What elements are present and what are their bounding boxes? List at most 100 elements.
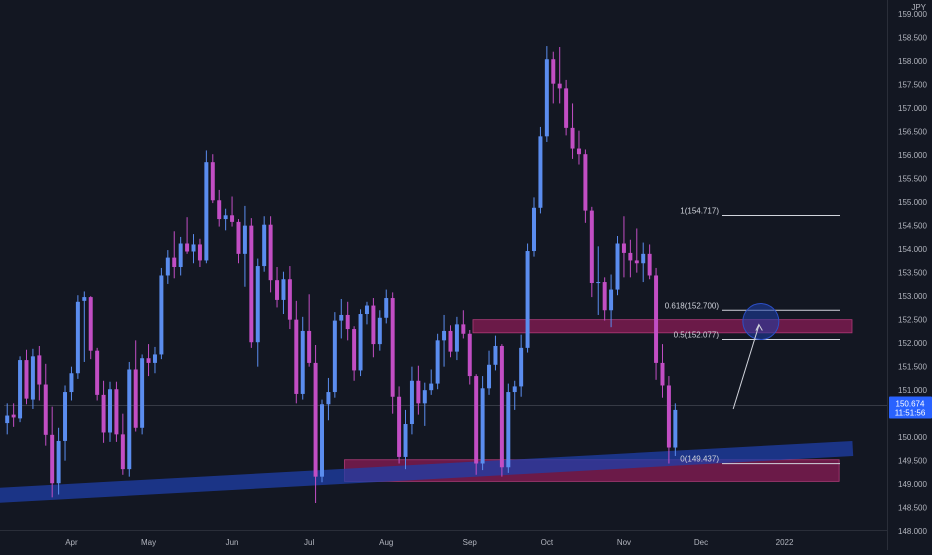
price-tick-label: 153.000 — [898, 292, 927, 301]
candle-body — [11, 414, 16, 418]
candle-body — [204, 162, 209, 261]
candle-body — [538, 136, 543, 208]
candle-body — [654, 275, 659, 363]
candle-body — [390, 298, 395, 397]
candle-body — [628, 252, 633, 261]
candle-body — [281, 279, 286, 300]
price-tick-label: 153.500 — [898, 269, 927, 278]
candle-body — [140, 358, 145, 428]
price-tick-label: 156.000 — [898, 151, 927, 160]
candle-body — [178, 243, 183, 268]
candle-body — [56, 440, 61, 484]
candle-body — [576, 148, 581, 155]
candle-body — [474, 376, 479, 464]
projection-layer[interactable] — [732, 303, 780, 410]
candle-body — [532, 207, 536, 252]
candle-body — [287, 279, 292, 320]
candle-body — [75, 301, 80, 374]
candle-body — [101, 394, 106, 433]
candle-body — [255, 266, 260, 343]
candle-body — [127, 369, 132, 470]
candle-body — [589, 210, 594, 283]
candle-body — [63, 392, 68, 441]
candle-body — [30, 356, 35, 400]
candle-body — [69, 373, 74, 393]
price-tick-label: 157.000 — [898, 104, 927, 113]
price-tick-label: 152.500 — [898, 316, 927, 325]
candle-body — [217, 200, 222, 220]
fib-level-label: 0(149.437) — [680, 455, 719, 464]
last-price-value: 150.674 — [896, 399, 925, 408]
price-tick-label: 158.000 — [898, 57, 927, 66]
price-tick-label: 159.000 — [898, 10, 927, 19]
price-tick-label: 155.500 — [898, 175, 927, 184]
time-axis[interactable]: Apr May Jun Jul Aug Sep Oct Nov Dec 2022 — [65, 538, 794, 547]
candle-body — [242, 225, 247, 254]
candle-body — [461, 324, 466, 334]
time-tick-label: Oct — [541, 538, 554, 547]
candle-body — [5, 415, 10, 424]
candle-body — [621, 243, 626, 253]
candle-body — [18, 360, 23, 419]
candle-body — [429, 383, 434, 391]
candle-body — [403, 424, 408, 457]
candle-body — [210, 162, 215, 201]
candle-body — [442, 330, 447, 341]
candle-body — [50, 434, 55, 484]
candle-body — [666, 385, 671, 448]
price-tick-label: 150.000 — [898, 433, 927, 442]
candle-body — [519, 347, 524, 387]
candle-body — [326, 392, 331, 405]
candle-body — [114, 389, 119, 435]
time-tick-label: Apr — [65, 538, 78, 547]
last-price-badge — [889, 396, 932, 419]
candle-body — [422, 390, 427, 404]
candle-body — [583, 154, 588, 211]
candle-body — [557, 83, 562, 89]
candle-body — [525, 251, 530, 348]
candle-body — [435, 340, 440, 384]
time-tick-label: May — [141, 538, 156, 547]
price-tick-label: 156.500 — [898, 128, 927, 137]
candle-body — [377, 317, 382, 345]
price-tick-label: 151.500 — [898, 363, 927, 372]
projection-arrow[interactable] — [732, 325, 760, 410]
price-axis[interactable]: 148.000148.500149.000149.500150.000150.5… — [898, 10, 927, 536]
candle-body — [275, 280, 280, 300]
candle-body — [596, 282, 601, 284]
candle-body — [364, 305, 369, 315]
candle-body — [397, 396, 402, 457]
price-tick-label: 152.000 — [898, 339, 927, 348]
candle-body — [551, 59, 556, 84]
candle-body — [506, 392, 511, 468]
candle-body — [602, 282, 607, 311]
candle-body — [647, 253, 652, 276]
candle-body — [172, 257, 177, 268]
time-tick-label: Aug — [379, 538, 393, 547]
price-tick-label: 148.500 — [898, 504, 927, 513]
candle-body — [24, 360, 29, 399]
candle-body — [223, 215, 228, 220]
candle-body — [634, 260, 639, 264]
fibonacci-layer[interactable]: 1(154.717) 0.618(152.700) 0.5(152.077) 0(14… — [665, 206, 840, 465]
candle-body — [454, 324, 459, 352]
candle-body — [152, 354, 157, 363]
price-tick-label: 148.000 — [898, 527, 927, 536]
candle-body — [480, 388, 485, 464]
time-tick-label: Jun — [226, 538, 239, 547]
candle-body — [448, 330, 453, 352]
candle-body — [493, 345, 498, 365]
candle-body — [345, 314, 350, 330]
candle-body — [570, 127, 575, 149]
candle-body — [294, 319, 299, 394]
bar-countdown: 11:51:56 — [895, 408, 926, 417]
candle-body — [487, 364, 492, 389]
target-circle[interactable] — [742, 303, 780, 341]
candle-body — [197, 244, 202, 261]
candle-body — [615, 243, 620, 290]
price-tick-label: 155.000 — [898, 198, 927, 207]
resistance-zone — [472, 319, 853, 334]
